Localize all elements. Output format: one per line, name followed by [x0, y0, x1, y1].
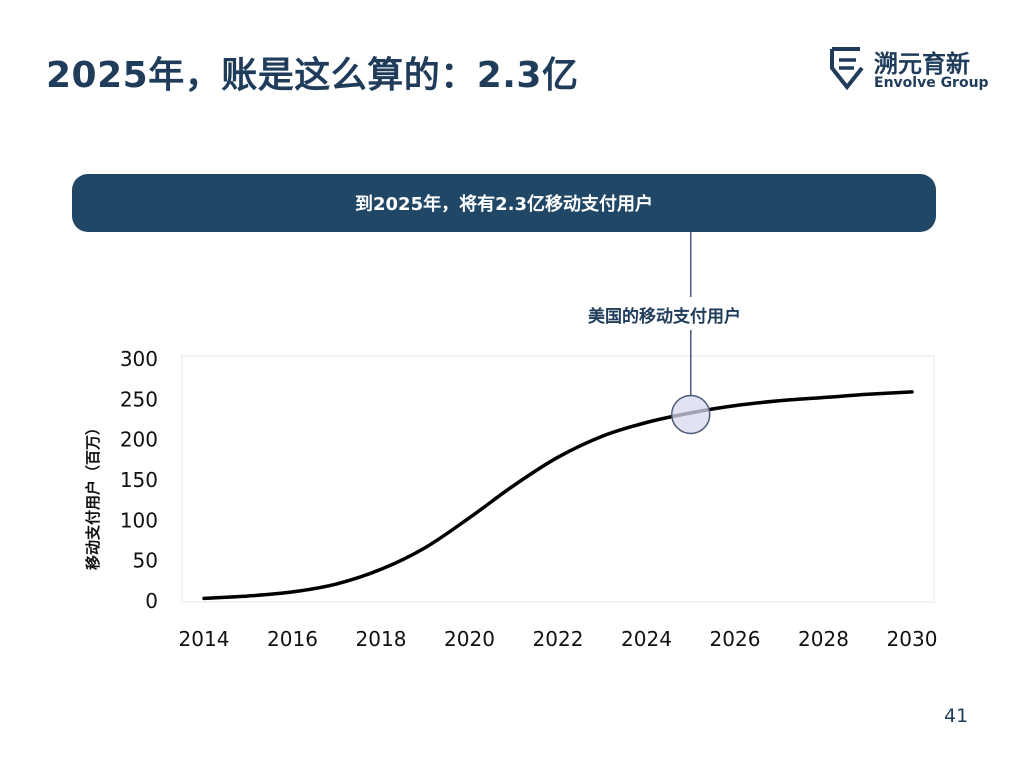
x-tick-label: 2022: [533, 627, 584, 651]
x-tick-labels: 2014 2016 2018 2020 2022 2024 2026 2028 2030: [179, 627, 938, 651]
y-tick-label: 0: [145, 589, 158, 613]
logo-mark-icon: [830, 47, 864, 90]
plot-area: [181, 355, 935, 603]
x-tick-label: 2028: [798, 627, 849, 651]
y-tick-label: 50: [133, 549, 158, 573]
envolve-logo: 溯元育新 Envolve Group: [830, 44, 990, 100]
series-line: [202, 390, 914, 601]
y-tick-label: 250: [120, 387, 158, 411]
banner-text: 到2025年，将有2.3亿移动支付用户: [355, 194, 653, 215]
y-tick-label: 150: [120, 468, 158, 492]
y-tick-labels: 0 50 100 150 200 250 300: [120, 347, 158, 613]
callout-label: 美国的移动支付用户: [588, 307, 741, 327]
y-tick-label: 200: [120, 428, 158, 452]
x-tick-label: 2014: [179, 627, 230, 651]
x-tick-label: 2026: [710, 627, 761, 651]
page-number: 41: [944, 705, 969, 727]
x-tick-label: 2024: [621, 627, 672, 651]
slide-title: 2025年，账是这么算的：2.3亿: [46, 55, 579, 96]
x-tick-label: 2030: [887, 627, 938, 651]
y-tick-label: 300: [120, 347, 158, 371]
logo-name-en: Envolve Group: [874, 75, 989, 91]
y-tick-label: 100: [120, 508, 158, 532]
y-axis-label: 移动支付用户（百万）: [84, 420, 102, 570]
highlight-circle: [671, 394, 711, 435]
logo-name-cn: 溯元育新: [874, 50, 970, 78]
x-tick-label: 2020: [444, 627, 495, 651]
x-tick-label: 2016: [267, 627, 318, 651]
x-tick-label: 2018: [356, 627, 407, 651]
headline-banner: 到2025年，将有2.3亿移动支付用户: [72, 174, 936, 232]
